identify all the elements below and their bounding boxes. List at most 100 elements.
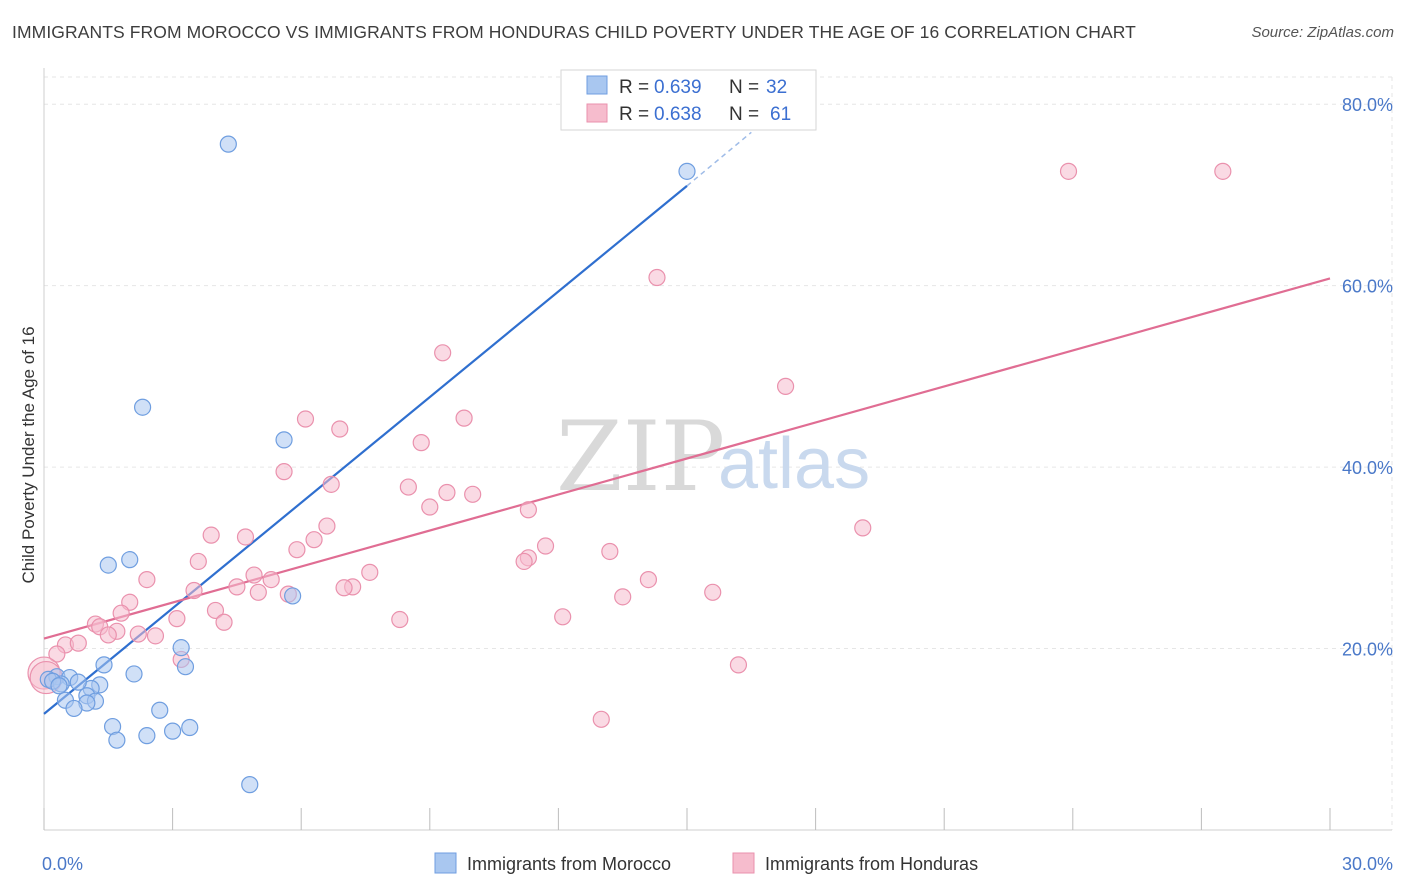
point-honduras-54 — [69, 634, 87, 652]
point-honduras-3 — [434, 344, 452, 362]
data-points — [27, 135, 1232, 794]
point-honduras-50 — [129, 625, 147, 643]
point-honduras-2 — [648, 268, 666, 287]
legend-r-label-morocco: R = — [619, 77, 649, 98]
point-honduras-6 — [455, 409, 473, 427]
series-legend-label-honduras: Immigrants from Honduras — [765, 854, 978, 874]
point-honduras-31 — [639, 571, 658, 589]
point-morocco-26 — [138, 727, 156, 745]
point-honduras-41 — [112, 604, 130, 622]
point-honduras-0 — [1059, 162, 1078, 180]
point-honduras-29 — [138, 571, 156, 589]
point-honduras-39 — [614, 588, 632, 606]
point-honduras-35 — [185, 581, 203, 600]
trend-line-extension-0 — [686, 131, 752, 187]
point-honduras-10 — [322, 475, 340, 493]
point-morocco-10 — [125, 665, 143, 683]
point-morocco-28 — [241, 776, 259, 794]
point-honduras-19 — [305, 531, 323, 549]
x-tick-labels: 0.0% 30.0% — [42, 854, 1393, 874]
point-morocco-1 — [678, 162, 696, 180]
point-honduras-57 — [729, 656, 748, 674]
point-honduras-45 — [168, 610, 186, 628]
point-honduras-25 — [515, 552, 533, 571]
point-morocco-8 — [176, 658, 195, 676]
source-credit: Source: ZipAtlas.com — [1251, 24, 1394, 41]
point-honduras-9 — [275, 463, 293, 481]
y-tick-label-1: 40.0% — [1342, 458, 1393, 478]
point-morocco-0 — [219, 135, 237, 153]
y-tick-label-3: 80.0% — [1342, 95, 1393, 115]
trend-line-0 — [43, 185, 688, 715]
y-tick-labels: 20.0% 40.0% 60.0% 80.0% — [1342, 95, 1393, 659]
point-honduras-44 — [391, 610, 409, 629]
point-honduras-32 — [228, 578, 246, 596]
point-honduras-42 — [206, 601, 225, 620]
axes — [43, 68, 1392, 831]
point-morocco-3 — [275, 431, 293, 449]
point-morocco-22 — [151, 701, 169, 719]
legend-r-value-honduras: 0.638 — [654, 104, 702, 125]
legend-n-value-honduras: 61 — [770, 104, 791, 125]
point-morocco-30 — [69, 673, 87, 691]
point-morocco-6 — [284, 587, 302, 605]
y-tick-label-2: 60.0% — [1342, 277, 1393, 297]
point-morocco-24 — [181, 718, 199, 737]
legend-n-value-morocco: 32 — [766, 77, 787, 98]
point-honduras-28 — [245, 566, 263, 584]
point-morocco-27 — [108, 731, 126, 749]
point-morocco-25 — [164, 722, 182, 740]
grid-lines — [44, 76, 1393, 830]
point-honduras-8 — [412, 434, 430, 452]
point-honduras-43 — [554, 608, 572, 626]
series-legend-swatch-honduras — [732, 852, 755, 874]
point-honduras-14 — [421, 498, 439, 516]
point-honduras-60 — [592, 710, 610, 728]
watermark-atlas: atlas — [718, 424, 870, 504]
point-honduras-30 — [262, 571, 280, 589]
series-legend: Immigrants from Morocco Immigrants from … — [434, 852, 978, 874]
point-morocco-9 — [95, 656, 113, 674]
point-honduras-23 — [601, 542, 619, 561]
point-honduras-13 — [464, 485, 482, 503]
point-honduras-4 — [776, 377, 795, 395]
point-honduras-15 — [519, 501, 537, 519]
point-morocco-31 — [50, 677, 68, 695]
point-honduras-20 — [854, 519, 872, 537]
point-honduras-22 — [288, 541, 306, 559]
point-honduras-1 — [1214, 162, 1232, 180]
point-morocco-4 — [121, 551, 139, 569]
legend-n-label-honduras: N = — [729, 104, 759, 125]
point-honduras-21 — [536, 537, 555, 555]
point-morocco-5 — [99, 556, 117, 574]
point-honduras-36 — [249, 583, 267, 601]
watermark-zip: ZIP — [556, 401, 725, 513]
point-honduras-52 — [146, 627, 165, 645]
point-honduras-7 — [331, 420, 349, 438]
point-honduras-38 — [704, 583, 722, 601]
point-honduras-51 — [99, 626, 117, 644]
x-tick-label-0: 0.0% — [42, 854, 83, 874]
legend-r-label-honduras: R = — [619, 104, 649, 125]
point-honduras-16 — [318, 517, 336, 535]
legend-n-label-morocco: N = — [729, 77, 759, 98]
point-morocco-21 — [65, 699, 83, 718]
point-honduras-12 — [438, 483, 456, 502]
legend-swatch-honduras — [586, 103, 608, 123]
point-honduras-11 — [399, 478, 417, 496]
point-honduras-27 — [361, 563, 379, 581]
point-morocco-2 — [133, 398, 152, 416]
legend-r-value-morocco: 0.639 — [654, 77, 702, 98]
point-honduras-18 — [236, 528, 255, 546]
y-axis-label: Child Poverty Under the Age of 16 — [19, 326, 38, 583]
legend-swatch-morocco — [586, 75, 608, 95]
stats-legend: R = 0.639 N = 32 R = 0.638 N = 61 — [560, 69, 817, 131]
point-honduras-5 — [296, 410, 315, 428]
point-morocco-7 — [172, 639, 190, 657]
series-legend-swatch-morocco — [434, 852, 457, 874]
point-honduras-26 — [189, 552, 207, 571]
point-honduras-55 — [48, 645, 66, 663]
y-tick-label-0: 20.0% — [1342, 640, 1393, 660]
point-honduras-46 — [215, 613, 233, 631]
